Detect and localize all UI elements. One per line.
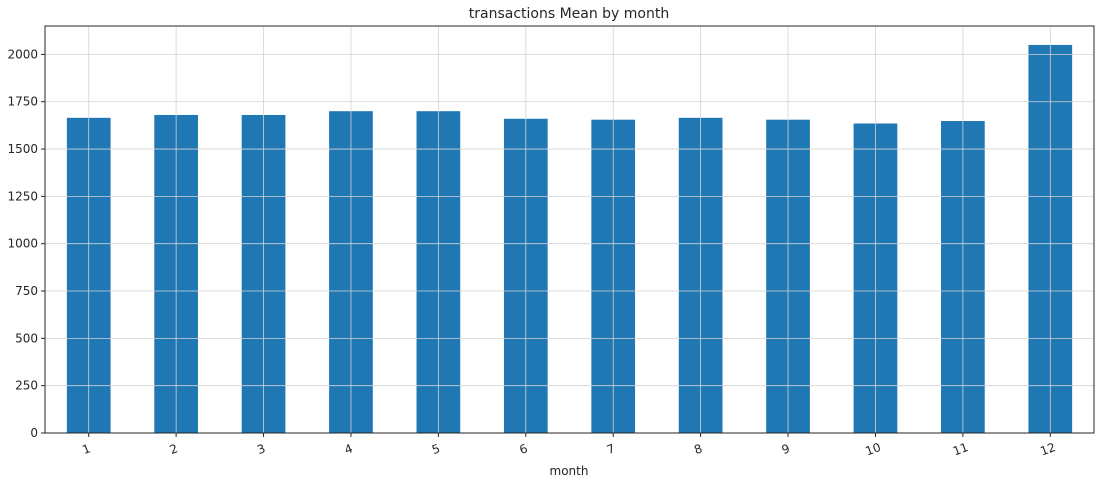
x-tick-label: 11 [951, 440, 970, 458]
x-tick-label: 6 [517, 441, 529, 457]
x-tick-label: 10 [864, 440, 883, 458]
y-tick-label: 0 [30, 426, 38, 440]
chart-title: transactions Mean by month [469, 6, 669, 22]
x-tick-label: 8 [692, 441, 704, 457]
y-tick-label: 250 [15, 379, 38, 393]
plot-frame [44, 25, 1095, 434]
y-tick-label: 500 [15, 331, 38, 345]
y-tick-label: 2000 [7, 47, 38, 61]
x-tick-label: 4 [343, 441, 355, 457]
x-tick-label: 12 [1038, 440, 1057, 458]
bars [66, 44, 1073, 434]
y-axis: 0 250 500 750 1000 1250 1500 1750 2000 [7, 47, 45, 440]
x-tick-label: 5 [430, 441, 442, 457]
x-tick-label: 1 [80, 441, 92, 457]
x-axis-label: month [550, 464, 589, 478]
x-axis: 1 2 3 4 5 6 7 8 9 10 11 12 [80, 433, 1057, 458]
x-tick-label: 9 [780, 441, 792, 457]
x-tick-label: 3 [255, 441, 267, 457]
grid [45, 26, 1094, 434]
x-tick-label: 2 [168, 441, 180, 457]
y-tick-label: 1250 [7, 189, 38, 203]
y-tick-label: 1500 [7, 142, 38, 156]
y-tick-label: 1750 [7, 95, 38, 109]
y-tick-label: 750 [15, 284, 38, 298]
x-tick-label: 7 [605, 441, 617, 457]
y-tick-label: 1000 [7, 237, 38, 251]
